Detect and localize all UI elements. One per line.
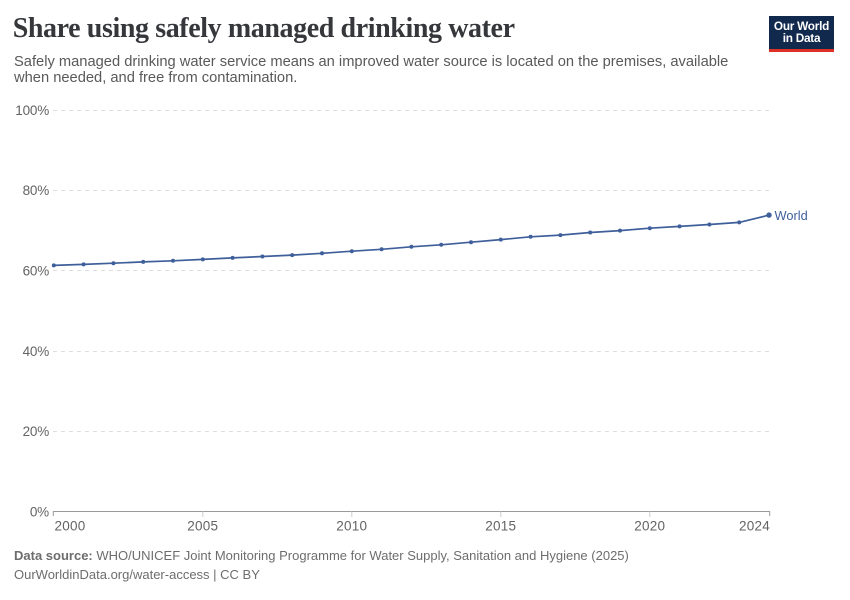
svg-text:2010: 2010 — [336, 518, 367, 533]
svg-text:2005: 2005 — [187, 518, 218, 533]
svg-text:2020: 2020 — [634, 518, 665, 533]
svg-text:100%: 100% — [15, 103, 49, 118]
svg-text:40%: 40% — [23, 344, 50, 359]
svg-text:80%: 80% — [23, 183, 50, 198]
svg-text:World: World — [775, 208, 808, 223]
svg-text:2015: 2015 — [485, 518, 516, 533]
svg-text:60%: 60% — [23, 263, 50, 278]
svg-text:0%: 0% — [30, 504, 49, 519]
svg-text:2024: 2024 — [739, 518, 770, 533]
svg-text:20%: 20% — [23, 424, 50, 439]
svg-text:2000: 2000 — [55, 518, 86, 533]
